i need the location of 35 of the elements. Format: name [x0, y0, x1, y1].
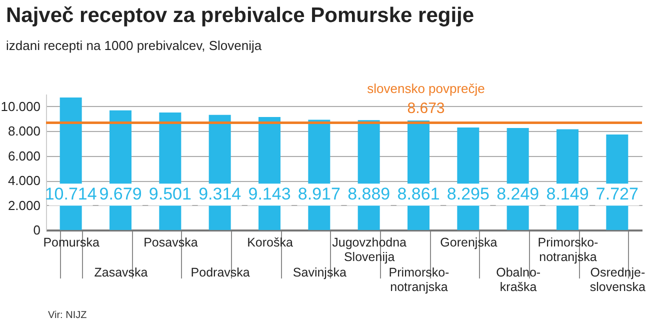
- y-tick-label: 6.000: [8, 148, 40, 164]
- data-label: 7.727: [596, 184, 638, 204]
- y-tick-label: 0: [33, 222, 40, 238]
- x-tick-label: Obalno-kraška: [496, 266, 541, 294]
- x-tick-label: Pomurska: [43, 236, 100, 250]
- y-tick-label: 10.000: [0, 98, 40, 114]
- chart-subtitle: izdani recepti na 1000 prebivalcev, Slovenija: [6, 38, 262, 53]
- ref-line-label: slovensko povprečje: [367, 80, 485, 96]
- data-label: 8.249: [496, 184, 540, 204]
- x-tick-label: Koroška: [247, 236, 293, 250]
- x-tick-label: Osrednje-slovenska: [590, 266, 646, 294]
- y-tick-label: 8.000: [8, 124, 40, 139]
- text: Vir: NIJZ: [48, 310, 87, 321]
- data-label: 10.714: [44, 184, 97, 204]
- x-tick-label: Zasavska: [94, 266, 148, 280]
- x-tick-label: Savinjska: [292, 266, 346, 280]
- data-label: 9.143: [248, 184, 291, 204]
- x-tick-label: Posavska: [144, 236, 198, 250]
- data-label: 8.861: [397, 184, 440, 204]
- y-tick-label: 4.000: [8, 173, 40, 188]
- annotation: 8.673: [407, 100, 445, 117]
- x-tick-label: Jugovzhodna Slovenija: [332, 236, 407, 264]
- y-tick-label: 2.000: [8, 198, 40, 213]
- data-label: 8.917: [298, 184, 340, 204]
- x-tick-label: Primorsko-notranjska: [538, 236, 598, 264]
- x-tick-label: Podravska: [190, 266, 250, 280]
- x-tick-label: Primorsko-notranjska: [388, 266, 450, 294]
- x-tick-label: Gorenjska: [440, 236, 498, 250]
- chart-title: Največ receptov za prebivalce Pomurske regije: [6, 4, 474, 28]
- data-label: 9.314: [198, 184, 242, 204]
- data-label: 8.295: [446, 184, 490, 204]
- data-label: 8.889: [348, 184, 390, 204]
- data-label: 9.679: [99, 184, 142, 204]
- data-label: 8.149: [546, 184, 589, 204]
- data-label: 9.501: [148, 184, 192, 204]
